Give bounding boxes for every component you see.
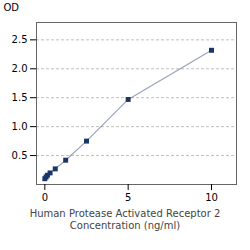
svg-text:10: 10 [205,192,218,203]
svg-text:OD: OD [4,2,20,13]
svg-text:2.5: 2.5 [12,34,28,45]
svg-text:1.5: 1.5 [12,92,28,103]
svg-text:5: 5 [125,192,131,203]
html-text:Human Protease Activated Recep: Human Protease Activated Receptor 2 Conc… [29,208,221,231]
svg-text:0.5: 0.5 [12,150,28,161]
svg-text:1.0: 1.0 [12,121,28,132]
svg-text:0: 0 [42,192,48,203]
svg-text:2.0: 2.0 [12,63,28,74]
